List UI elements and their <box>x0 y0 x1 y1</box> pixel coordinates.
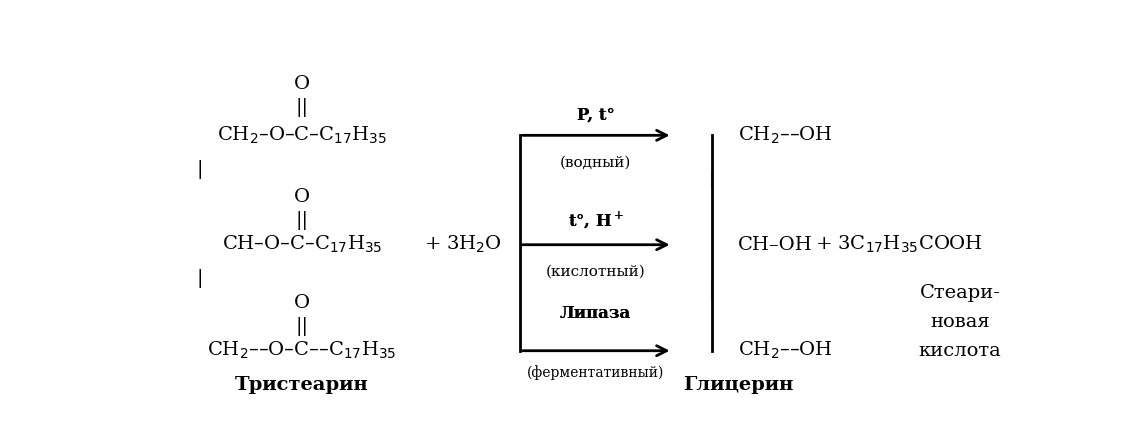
Text: |: | <box>197 270 204 289</box>
Text: CH–OH: CH–OH <box>738 236 812 254</box>
Text: O: O <box>294 188 310 206</box>
Text: CH$_2$––O–C––C$_{17}$H$_{35}$: CH$_2$––O–C––C$_{17}$H$_{35}$ <box>207 340 397 361</box>
Text: CH–O–C–C$_{17}$H$_{35}$: CH–O–C–C$_{17}$H$_{35}$ <box>222 234 382 255</box>
Text: + 3H$_2$O: + 3H$_2$O <box>424 234 502 255</box>
Text: |: | <box>197 160 204 179</box>
Text: CH$_2$–O–C–C$_{17}$H$_{35}$: CH$_2$–O–C–C$_{17}$H$_{35}$ <box>217 125 387 146</box>
Text: t°, H$^+$: t°, H$^+$ <box>568 210 624 231</box>
Text: |: | <box>709 170 716 189</box>
Text: + 3C$_{17}$H$_{35}$COOH: + 3C$_{17}$H$_{35}$COOH <box>816 234 983 255</box>
Text: Глицерин: Глицерин <box>683 376 793 394</box>
Text: P, t°: P, t° <box>577 106 614 123</box>
Text: P, t°: P, t° <box>577 106 614 123</box>
Text: (ферментативный): (ферментативный) <box>526 365 665 381</box>
Text: CH$_2$––OH: CH$_2$––OH <box>738 125 832 146</box>
Text: новая: новая <box>930 313 990 331</box>
Text: (кислотный): (кислотный) <box>546 265 646 279</box>
Text: ||: || <box>296 317 308 336</box>
Text: Тристеарин: Тристеарин <box>235 376 369 394</box>
Text: ||: || <box>296 99 308 118</box>
Text: ||: || <box>296 211 308 230</box>
Text: Стеари-: Стеари- <box>920 284 1000 301</box>
Text: CH$_2$––OH: CH$_2$––OH <box>738 340 832 361</box>
Text: (водный): (водный) <box>560 156 631 170</box>
Text: O: O <box>294 294 310 312</box>
Text: кислота: кислота <box>919 342 1001 360</box>
Text: t°, H$^+$: t°, H$^+$ <box>568 210 624 231</box>
Text: Липаза: Липаза <box>560 305 631 321</box>
Text: O: O <box>294 75 310 93</box>
Text: |: | <box>709 280 716 299</box>
Text: Липаза: Липаза <box>560 305 631 321</box>
